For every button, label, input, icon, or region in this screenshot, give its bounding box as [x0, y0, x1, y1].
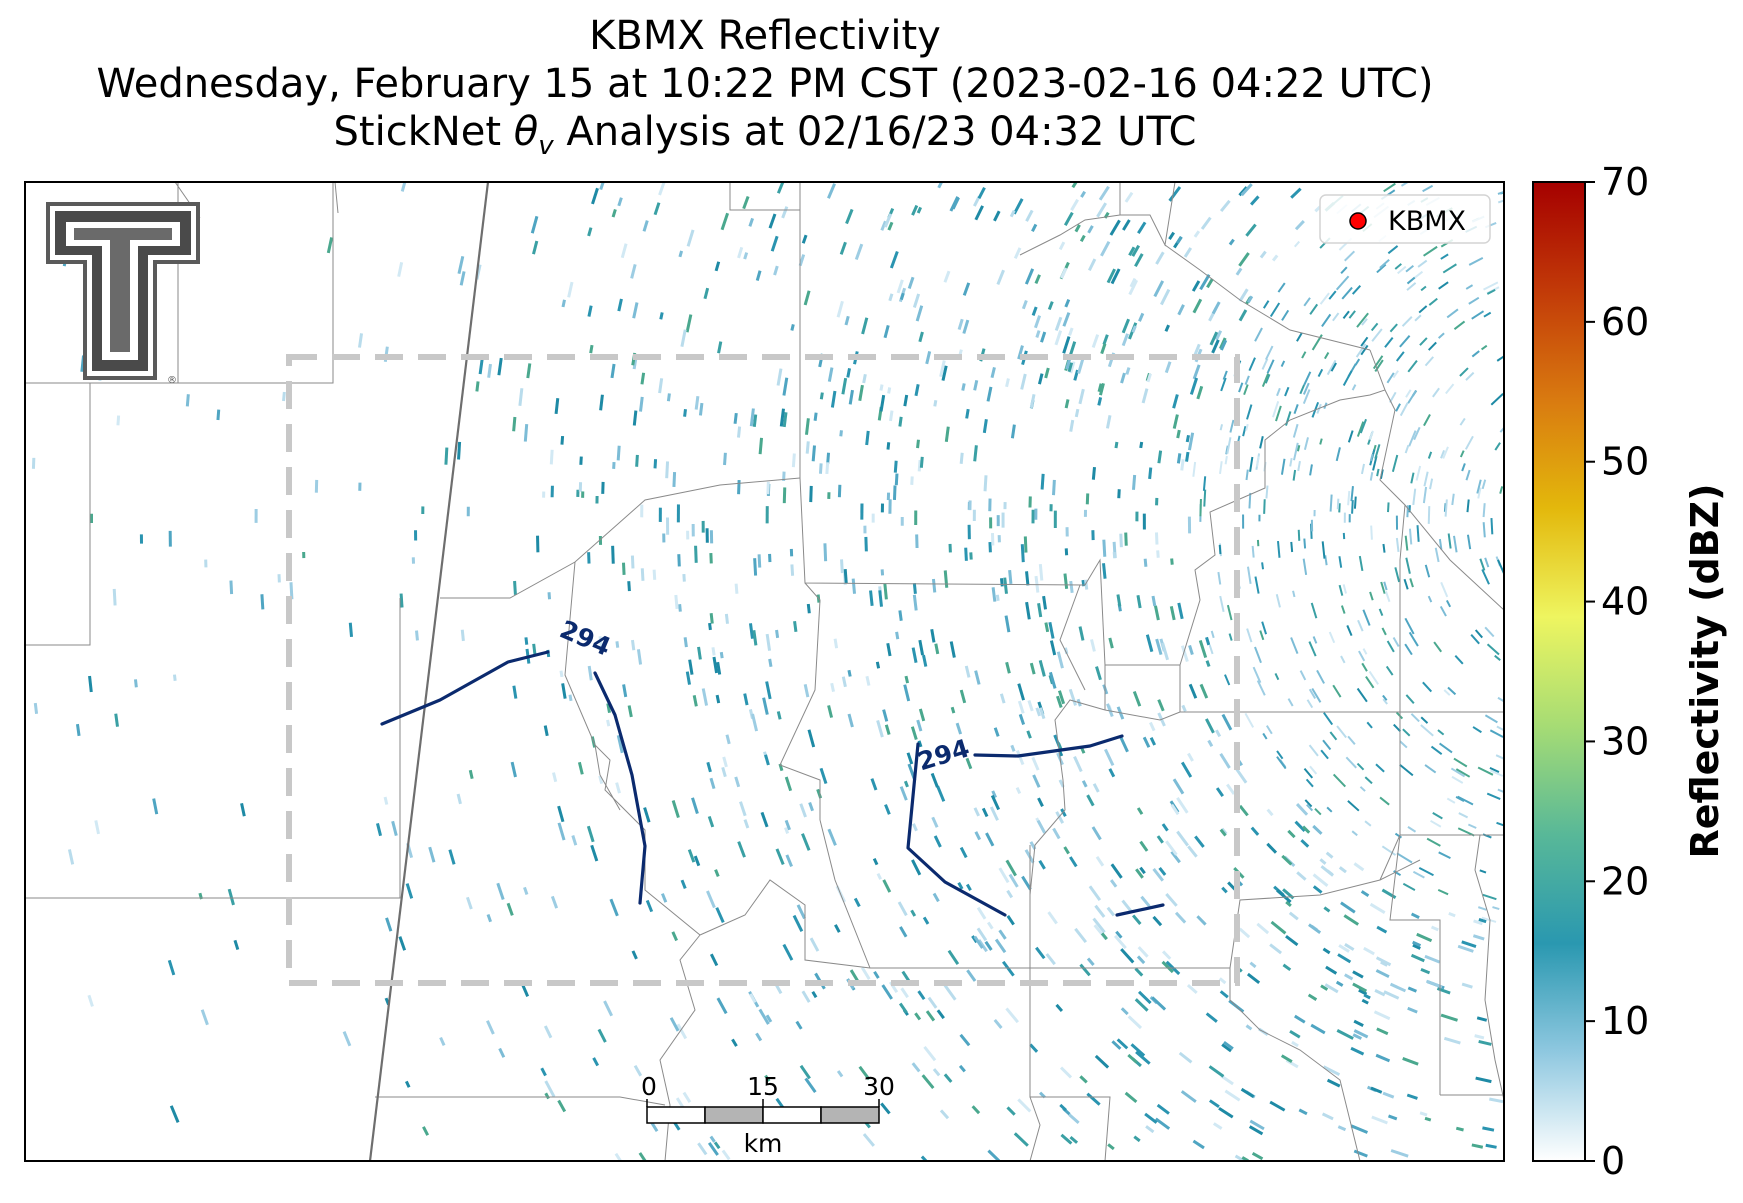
- ttu-logo-inner-bar: [74, 228, 172, 240]
- colorbar-tick-label: 30: [1601, 719, 1649, 763]
- ttu-logo-inner-stem: [110, 240, 130, 352]
- colorbar-tick-label: 0: [1601, 1139, 1625, 1183]
- title-radar: KBMX Reflectivity: [589, 13, 941, 59]
- colorbar-ticks: 0 10 20 30 40 50 60 70: [1585, 160, 1649, 1183]
- contour-294-east-b: [973, 734, 1124, 758]
- scale-label-30: 30: [863, 1072, 895, 1101]
- radar-reflectivity-field: [31, 182, 1504, 1161]
- colorbar-tick-label: 70: [1601, 160, 1649, 204]
- kbmx-marker-icon: [1349, 212, 1367, 230]
- theta-symbol: θ: [513, 109, 539, 155]
- map-panel: 294 294 ® KBMX 0 15 30 km: [25, 182, 1504, 1161]
- title-analysis: StickNet θv Analysis at 02/16/23 04:32 U…: [0, 108, 1530, 170]
- colorbar-tick-label: 50: [1601, 440, 1649, 484]
- ttu-logo: ®: [46, 202, 200, 386]
- colorbar-tick-label: 40: [1601, 580, 1649, 624]
- title-datetime: Wednesday, February 15 at 10:22 PM CST (…: [96, 61, 1434, 107]
- county-boundaries: [25, 182, 1504, 1161]
- figure-title: KBMX Reflectivity Wednesday, February 15…: [0, 12, 1530, 170]
- colorbar-tick-label: 20: [1601, 859, 1649, 903]
- state-boundary: [368, 182, 490, 1161]
- theta-v-contours: [380, 650, 1165, 917]
- title-analysis-suffix: Analysis at 02/16/23 04:32 UTC: [553, 109, 1197, 155]
- legend-frame: [1319, 194, 1491, 244]
- scale-bar: 0 15 30 km: [641, 1072, 895, 1158]
- colorbar-gradient: [1533, 182, 1585, 1161]
- contour-294-west-a: [380, 650, 550, 726]
- scale-segment-2: [704, 1106, 764, 1124]
- ttu-logo-mark: ®: [167, 375, 177, 386]
- title-analysis-prefix: StickNet: [333, 109, 514, 155]
- scale-segment-4: [820, 1106, 880, 1124]
- colorbar-label: Reflectivity (dBZ): [1683, 483, 1727, 858]
- colorbar-tick-label: 60: [1601, 300, 1649, 344]
- colorbar-tick-label: 10: [1601, 999, 1649, 1043]
- scale-label-15: 15: [747, 1072, 779, 1101]
- theta-subscript: v: [538, 131, 554, 161]
- scale-label-0: 0: [641, 1072, 657, 1101]
- contour-294-west-b: [593, 671, 647, 905]
- colorbar: 0 10 20 30 40 50 60 70 Reflectivity (dBZ): [1532, 160, 1727, 1183]
- map-legend: KBMX: [1319, 194, 1491, 244]
- map-frame: [24, 181, 1505, 1162]
- scale-unit: km: [744, 1129, 783, 1158]
- legend-label: KBMX: [1388, 206, 1466, 237]
- map-background: [25, 182, 1504, 1161]
- colorbar-frame: [1532, 181, 1586, 1162]
- stickenet-analysis-domain: [286, 354, 1240, 986]
- contour-294-east-c: [1115, 903, 1165, 917]
- scale-segment-1: [646, 1106, 706, 1124]
- contour-294-east-a: [906, 742, 1007, 917]
- scale-segment-3: [762, 1106, 822, 1124]
